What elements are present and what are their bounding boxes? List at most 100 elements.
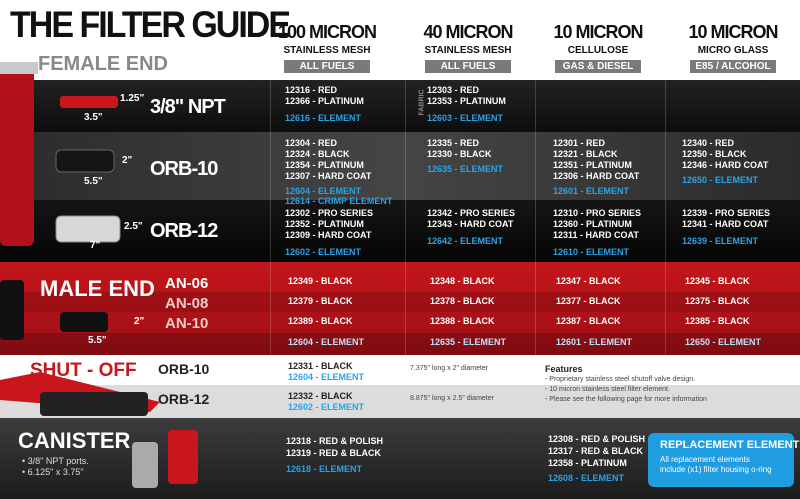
column-material: STAINLESS MESH [283,45,371,56]
part-number: 12342 - PRO SERIES [427,208,516,218]
separator [405,80,406,355]
row-bg [0,80,800,132]
element-number: 12602 - ELEMENT [285,247,362,257]
spec: • 6.125" x 3.75" [22,467,84,477]
part-number: 12316 - RED [285,85,338,95]
part-number: 12311 - HARD COAT [553,230,639,240]
filter-image [0,66,34,246]
part-number: 12347 - BLACK [556,276,621,286]
element-number: 12650 - ELEMENT [682,175,759,185]
element-number: 12610 - ELEMENT [553,247,630,257]
element-number: 12602 - ELEMENT [288,402,365,412]
column-material: STAINLESS MESH [424,45,512,56]
feature: - Please see the following page for more… [545,396,707,403]
element-number: 12635 - ELEMENT [430,337,507,347]
row-bg [0,200,800,262]
column-material: CELLULOSE [567,45,629,56]
fitting: ORB-10 [150,158,218,180]
row-bg [0,292,800,312]
dimension: 5.5" [88,335,107,346]
filter-image [0,62,38,74]
replacement-title: REPLACEMENT ELEMENTS [660,439,800,451]
column-micron: 100 MICRON [277,22,377,42]
part-number: 12385 - BLACK [685,316,750,326]
part-number: 12324 - BLACK [285,149,350,159]
fitting: 3/8" NPT [150,96,226,118]
element-number: 12601 - ELEMENT [556,337,633,347]
column-micron: 10 MICRON [553,22,643,42]
fitting: AN-08 [165,295,209,312]
element-number: 12604 - ELEMENT [288,372,365,382]
part-number: 12358 - PLATINUM [548,458,627,468]
part-number: 12375 - BLACK [685,296,750,306]
dimension: 3.5" [84,112,103,123]
part-number: 12352 - PLATINUM [285,219,364,229]
element-number: 12604 - ELEMENT [285,186,362,196]
filter-image [40,392,148,416]
canister-image [132,442,158,488]
filter-image [60,96,118,108]
filter-image [0,280,24,340]
column-fuel: ALL FUELS [284,60,370,73]
part-number: 12387 - BLACK [556,316,621,326]
part-number: 12389 - BLACK [288,316,353,326]
dimension: 2.5" [124,221,143,232]
size: 7.375" long x 2" diameter [410,365,489,372]
part-number: 12378 - BLACK [430,296,495,306]
row-bg [0,333,800,355]
feature: - 10 micron stainless steel filter eleme… [545,386,670,393]
tag: FABRIC [418,89,426,116]
part-number: 12309 - HARD COAT [285,230,372,240]
part-number: 12388 - BLACK [430,316,495,326]
row-bg [0,355,800,385]
column-material: MICRO GLASS [697,45,769,56]
column-fuel: ALL FUELS [425,60,511,73]
replacement-text: All replacement elements [660,455,750,464]
part-number: 12377 - BLACK [556,296,621,306]
element-number: 12601 - ELEMENT [553,186,630,196]
subtitle: FEMALE END [38,53,168,75]
section-title: MALE END [40,276,155,301]
fitting: ORB-12 [158,391,210,407]
part-number: 12330 - BLACK [427,149,492,159]
replacement-box [648,433,794,487]
part-number: 12354 - PLATINUM [285,160,364,170]
features-title: Features [545,364,583,374]
element-number: 12616 - ELEMENT [285,113,362,123]
element-number: 12608 - ELEMENT [548,473,625,483]
part-number: 12306 - HARD COAT [553,171,640,181]
element-number: 12603 - ELEMENT [427,113,504,123]
feature: - Proprietary stainless steel shutoff va… [545,376,696,383]
title: THE FILTER GUIDE [10,4,291,46]
row-bg [0,262,800,355]
part-number: 12346 - HARD COAT [682,160,769,170]
part-number: 12366 - PLATINUM [285,96,364,106]
part-number: 12351 - PLATINUM [553,160,632,170]
column-fuel: E85 / ALCOHOL [690,60,776,73]
part-number: 12307 - HARD COAT [285,171,372,181]
part-number: 12343 - HARD COAT [427,219,514,229]
dimension: 1.25" [120,93,145,104]
element-number: 12604 - ELEMENT [288,337,365,347]
element-number: 12650 - ELEMENT [685,337,762,347]
part-number: 12379 - BLACK [288,296,353,306]
section-title: CANISTER [18,428,131,453]
filter-image [55,149,115,173]
part-number: 12318 - RED & POLISH [286,436,384,446]
replacement-text: include (x1) filter housing o-ring [660,465,772,474]
filter-image [55,215,121,243]
part-number: 12353 - PLATINUM [427,96,506,106]
fitting: AN-10 [165,315,209,332]
part-number: 12345 - BLACK [685,276,750,286]
element-number: 12618 - ELEMENT [286,464,363,474]
part-number: 12349 - BLACK [288,276,353,286]
separator [270,80,271,355]
part-number: 12301 - RED [553,138,606,148]
dimension: 7" [90,240,101,251]
part-number: 12332 - BLACK [288,391,353,401]
part-number: 12335 - RED [427,138,480,148]
part-number: 12321 - BLACK [553,149,618,159]
part-number: 12341 - HARD COAT [682,219,769,229]
